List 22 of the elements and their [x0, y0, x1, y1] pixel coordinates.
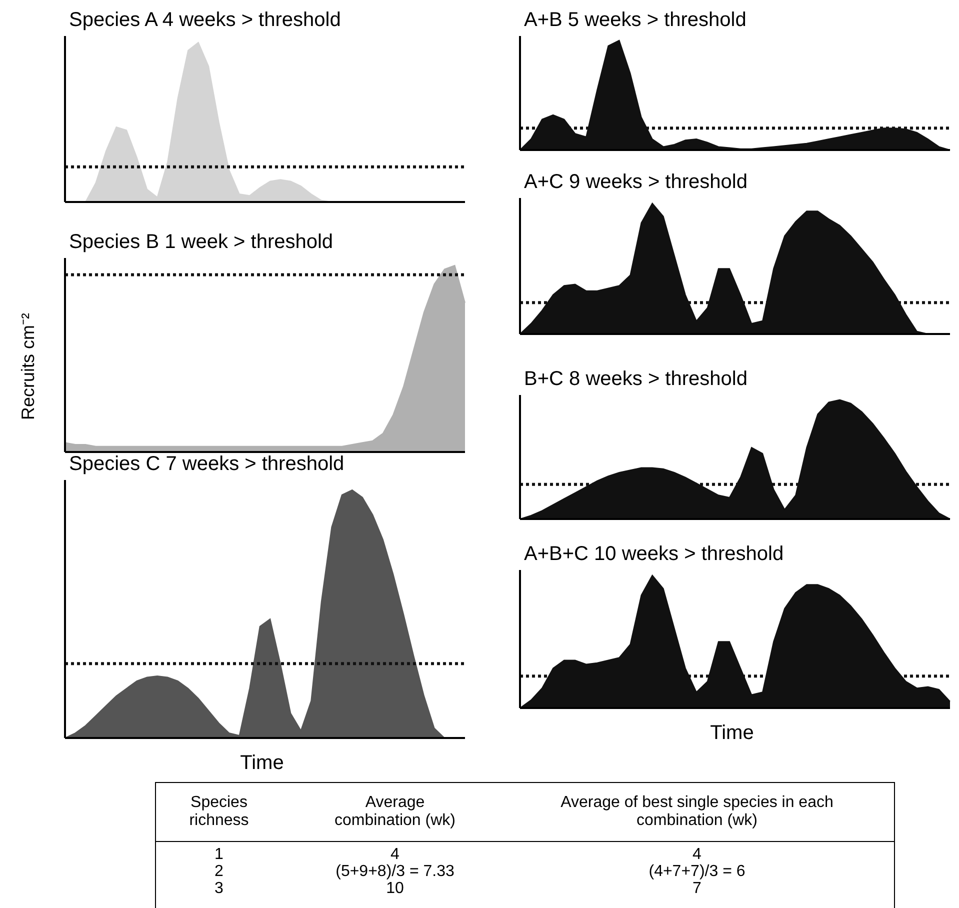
text: 7 — [692, 880, 702, 897]
text: 1 — [214, 846, 224, 863]
x-axis-title: Time — [709, 722, 755, 745]
chart-title: A+B+C 10 weeks > threshold — [523, 542, 785, 567]
text: (4+7+7)/3 = 6 — [648, 863, 746, 880]
chart-title: Species B 1 week > threshold — [68, 230, 334, 255]
text: Average of best single species in each combination (wk) — [560, 794, 834, 830]
chart-title: A+B 5 weeks > threshold — [523, 8, 748, 33]
text: Average combination (wk) — [334, 794, 456, 830]
text: 4 — [692, 846, 702, 863]
text: 2 — [214, 863, 224, 880]
text: 3 — [214, 880, 224, 897]
chart-title: A+C 9 weeks > threshold — [523, 170, 748, 195]
text: Species richness — [188, 794, 250, 830]
text: 4 — [390, 846, 400, 863]
y-axis-title: Recruits cm⁻² — [17, 312, 39, 420]
chart-title: B+C 8 weeks > threshold — [523, 367, 748, 392]
chart-title: Species A 4 weeks > threshold — [68, 8, 342, 33]
x-axis-title: Time — [239, 752, 285, 775]
text: (5+9+8)/3 = 7.33 — [334, 863, 456, 880]
text: 10 — [385, 880, 405, 897]
chart-title: Species C 7 weeks > threshold — [68, 452, 346, 477]
